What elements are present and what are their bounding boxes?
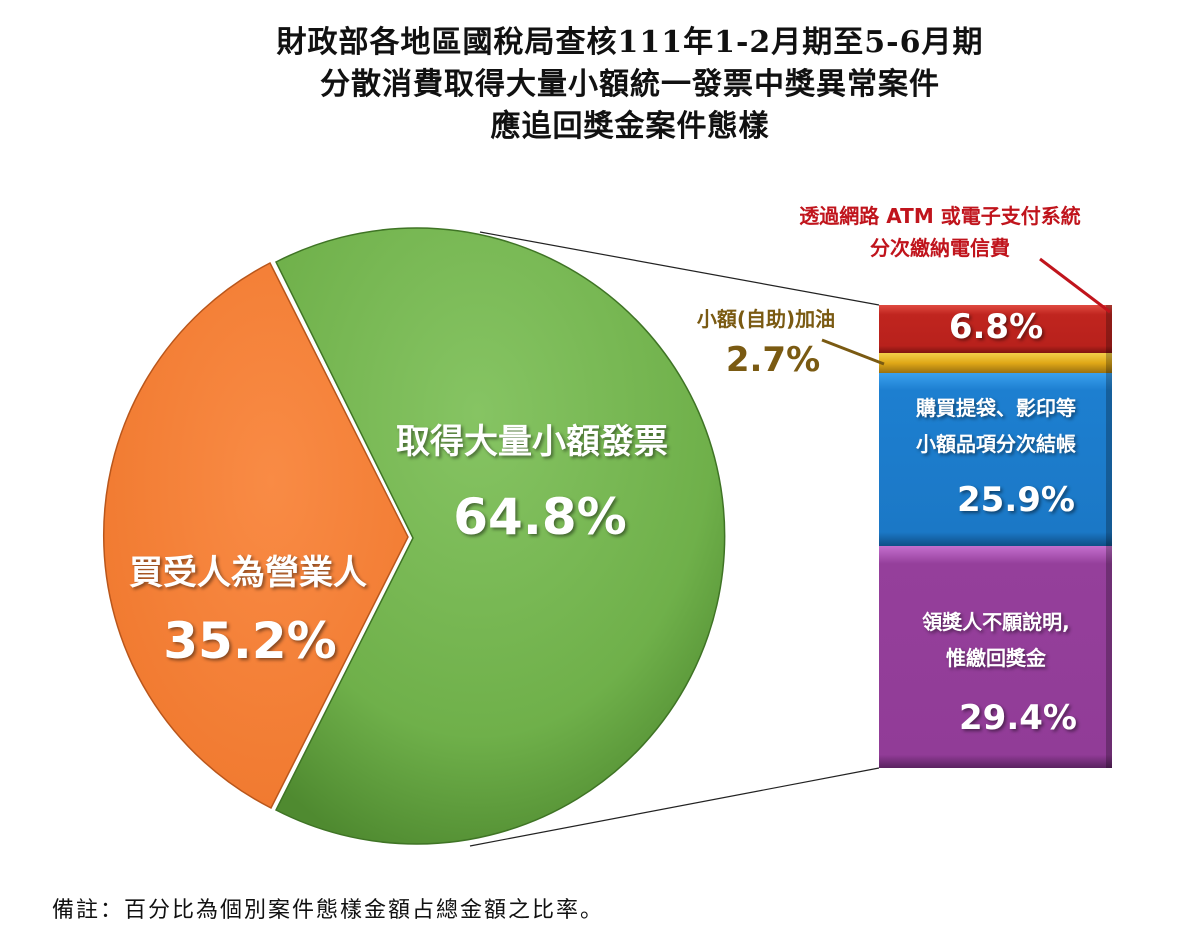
bar-label-red-value: 6.8%	[948, 307, 1044, 347]
bar-segment-purple[interactable]	[879, 546, 1112, 768]
bar-segment-gold[interactable]	[879, 353, 1112, 373]
footnote: 備註：百分比為個別案件態樣金額占總金額之比率。	[52, 898, 605, 923]
bar-label-red-line-1: 透過網路 ATM 或電子支付系統	[799, 204, 1081, 228]
chart-title: 財政部各地區國稅局查核111年1-2月期至5-6月期 分散消費取得大量小額統一發…	[0, 22, 1200, 148]
bar-label-purple-line-1: 領獎人不願說明,	[922, 610, 1070, 634]
bar-segment-red[interactable]	[879, 305, 1112, 353]
pie-label-orange-value: 35.2%	[163, 612, 337, 670]
leader-line-red	[1039, 257, 1111, 314]
bar-label-purple-line-2: 惟繳回獎金	[946, 646, 1046, 670]
leader-line-gold	[821, 338, 885, 366]
bar-label-purple-name: 領獎人不願說明, 惟繳回獎金	[880, 604, 1112, 676]
pie-label-green-value: 64.8%	[453, 488, 627, 546]
pie-slice-orange[interactable]	[103, 261, 409, 810]
connector-line-bottom	[469, 767, 880, 847]
bar-segment-blue[interactable]	[879, 373, 1112, 546]
title-line-1: 財政部各地區國稅局查核111年1-2月期至5-6月期	[276, 25, 984, 60]
title-line-3: 應追回獎金案件態樣	[490, 109, 770, 144]
connector-line-top	[479, 231, 880, 306]
bar-label-red-line-2: 分次繳納電信費	[870, 236, 1010, 260]
bar-label-gold-name: 小額(自助)加油	[696, 307, 836, 331]
bar-label-blue-line-1: 購買提袋、影印等	[916, 396, 1076, 420]
bar-label-gold-value: 2.7%	[725, 340, 821, 380]
bar-label-blue-line-2: 小額品項分次結帳	[916, 432, 1076, 456]
bar-shadow	[1106, 305, 1112, 768]
pie-label-green-name: 取得大量小額發票	[396, 422, 668, 462]
bar-label-red-name: 透過網路 ATM 或電子支付系統 分次繳納電信費	[760, 200, 1120, 264]
bar-label-purple-value: 29.4%	[959, 698, 1077, 738]
bar-label-blue-value: 25.9%	[957, 480, 1075, 520]
bar-label-blue-name: 購買提袋、影印等 小額品項分次結帳	[880, 390, 1112, 462]
pie-label-orange-name: 買受人為營業人	[129, 553, 367, 593]
title-line-2: 分散消費取得大量小額統一發票中獎異常案件	[320, 67, 940, 102]
pie-slice-green[interactable]	[274, 227, 726, 845]
